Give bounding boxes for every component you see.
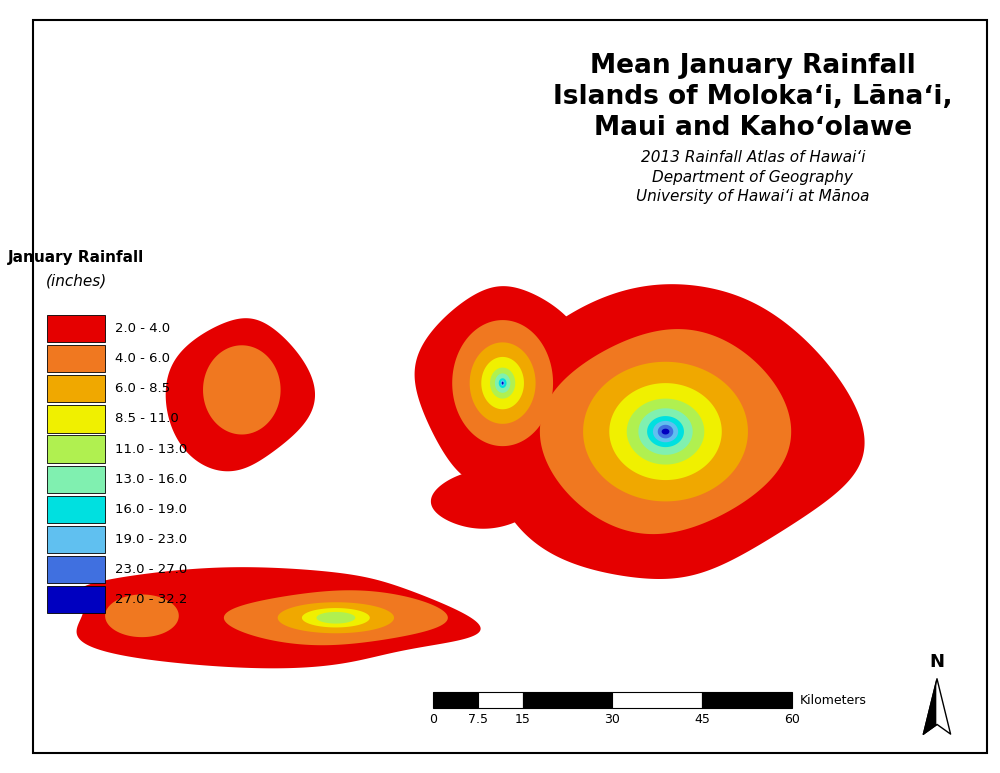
Polygon shape bbox=[431, 471, 536, 529]
Bar bbox=[47, 376, 105, 403]
Text: (inches): (inches) bbox=[45, 273, 107, 288]
Text: 16.0 - 19.0: 16.0 - 19.0 bbox=[115, 502, 187, 516]
Text: 7.5: 7.5 bbox=[468, 713, 488, 726]
Bar bbox=[433, 693, 478, 708]
Text: 19.0 - 23.0: 19.0 - 23.0 bbox=[115, 533, 187, 546]
Polygon shape bbox=[415, 286, 591, 484]
Polygon shape bbox=[647, 416, 684, 447]
Polygon shape bbox=[490, 368, 515, 399]
Polygon shape bbox=[653, 421, 678, 442]
Text: University of Hawaiʻi at Mānoa: University of Hawaiʻi at Mānoa bbox=[636, 189, 870, 204]
Bar bbox=[47, 435, 105, 462]
Bar bbox=[478, 693, 523, 708]
Polygon shape bbox=[485, 284, 865, 579]
Text: 45: 45 bbox=[694, 713, 710, 726]
Text: 30: 30 bbox=[604, 713, 620, 726]
Text: 6.0 - 8.5: 6.0 - 8.5 bbox=[115, 383, 170, 396]
Bar bbox=[47, 405, 105, 433]
Text: Mean January Rainfall: Mean January Rainfall bbox=[590, 53, 916, 80]
Text: 0: 0 bbox=[429, 713, 437, 726]
Polygon shape bbox=[923, 679, 937, 734]
Text: 27.0 - 32.2: 27.0 - 32.2 bbox=[115, 593, 187, 606]
Polygon shape bbox=[470, 342, 536, 424]
Text: Kilometers: Kilometers bbox=[799, 693, 866, 707]
Text: 23.0 - 27.0: 23.0 - 27.0 bbox=[115, 563, 187, 576]
Polygon shape bbox=[499, 378, 507, 388]
Polygon shape bbox=[481, 357, 524, 409]
Polygon shape bbox=[316, 612, 355, 624]
Text: Department of Geography: Department of Geography bbox=[652, 170, 853, 185]
Text: 60: 60 bbox=[784, 713, 800, 726]
Text: 15: 15 bbox=[515, 713, 530, 726]
Polygon shape bbox=[662, 429, 669, 434]
Bar bbox=[612, 693, 702, 708]
Bar bbox=[47, 346, 105, 373]
Bar bbox=[47, 465, 105, 492]
Text: 2013 Rainfall Atlas of Hawaiʻi: 2013 Rainfall Atlas of Hawaiʻi bbox=[641, 151, 865, 165]
Bar bbox=[47, 526, 105, 553]
Text: 2.0 - 4.0: 2.0 - 4.0 bbox=[115, 322, 170, 335]
Bar bbox=[47, 556, 105, 583]
Bar bbox=[702, 693, 792, 708]
Polygon shape bbox=[302, 608, 370, 628]
Polygon shape bbox=[501, 380, 505, 386]
Polygon shape bbox=[609, 383, 722, 480]
Polygon shape bbox=[105, 594, 179, 637]
Polygon shape bbox=[502, 382, 504, 384]
Bar bbox=[523, 693, 612, 708]
Bar bbox=[47, 495, 105, 523]
Polygon shape bbox=[203, 346, 281, 434]
Text: 8.5 - 11.0: 8.5 - 11.0 bbox=[115, 413, 179, 425]
Text: Islands of Molokaʻi, Lānaʻi,: Islands of Molokaʻi, Lānaʻi, bbox=[553, 84, 953, 111]
Bar bbox=[47, 315, 105, 342]
Polygon shape bbox=[166, 318, 315, 472]
Polygon shape bbox=[638, 408, 693, 455]
Polygon shape bbox=[937, 679, 951, 734]
Bar bbox=[47, 586, 105, 613]
Polygon shape bbox=[540, 329, 791, 534]
Text: 4.0 - 6.0: 4.0 - 6.0 bbox=[115, 352, 170, 366]
Polygon shape bbox=[452, 320, 553, 446]
Polygon shape bbox=[77, 567, 481, 669]
Polygon shape bbox=[224, 591, 448, 645]
Polygon shape bbox=[627, 399, 704, 465]
Polygon shape bbox=[495, 373, 510, 393]
Text: 11.0 - 13.0: 11.0 - 13.0 bbox=[115, 442, 187, 455]
Text: 13.0 - 16.0: 13.0 - 16.0 bbox=[115, 472, 187, 485]
Polygon shape bbox=[583, 362, 748, 502]
Polygon shape bbox=[658, 425, 673, 438]
Text: N: N bbox=[930, 653, 945, 671]
Text: Maui and Kahoʻolawe: Maui and Kahoʻolawe bbox=[594, 115, 912, 141]
Text: January Rainfall: January Rainfall bbox=[8, 250, 144, 265]
Polygon shape bbox=[278, 602, 394, 633]
